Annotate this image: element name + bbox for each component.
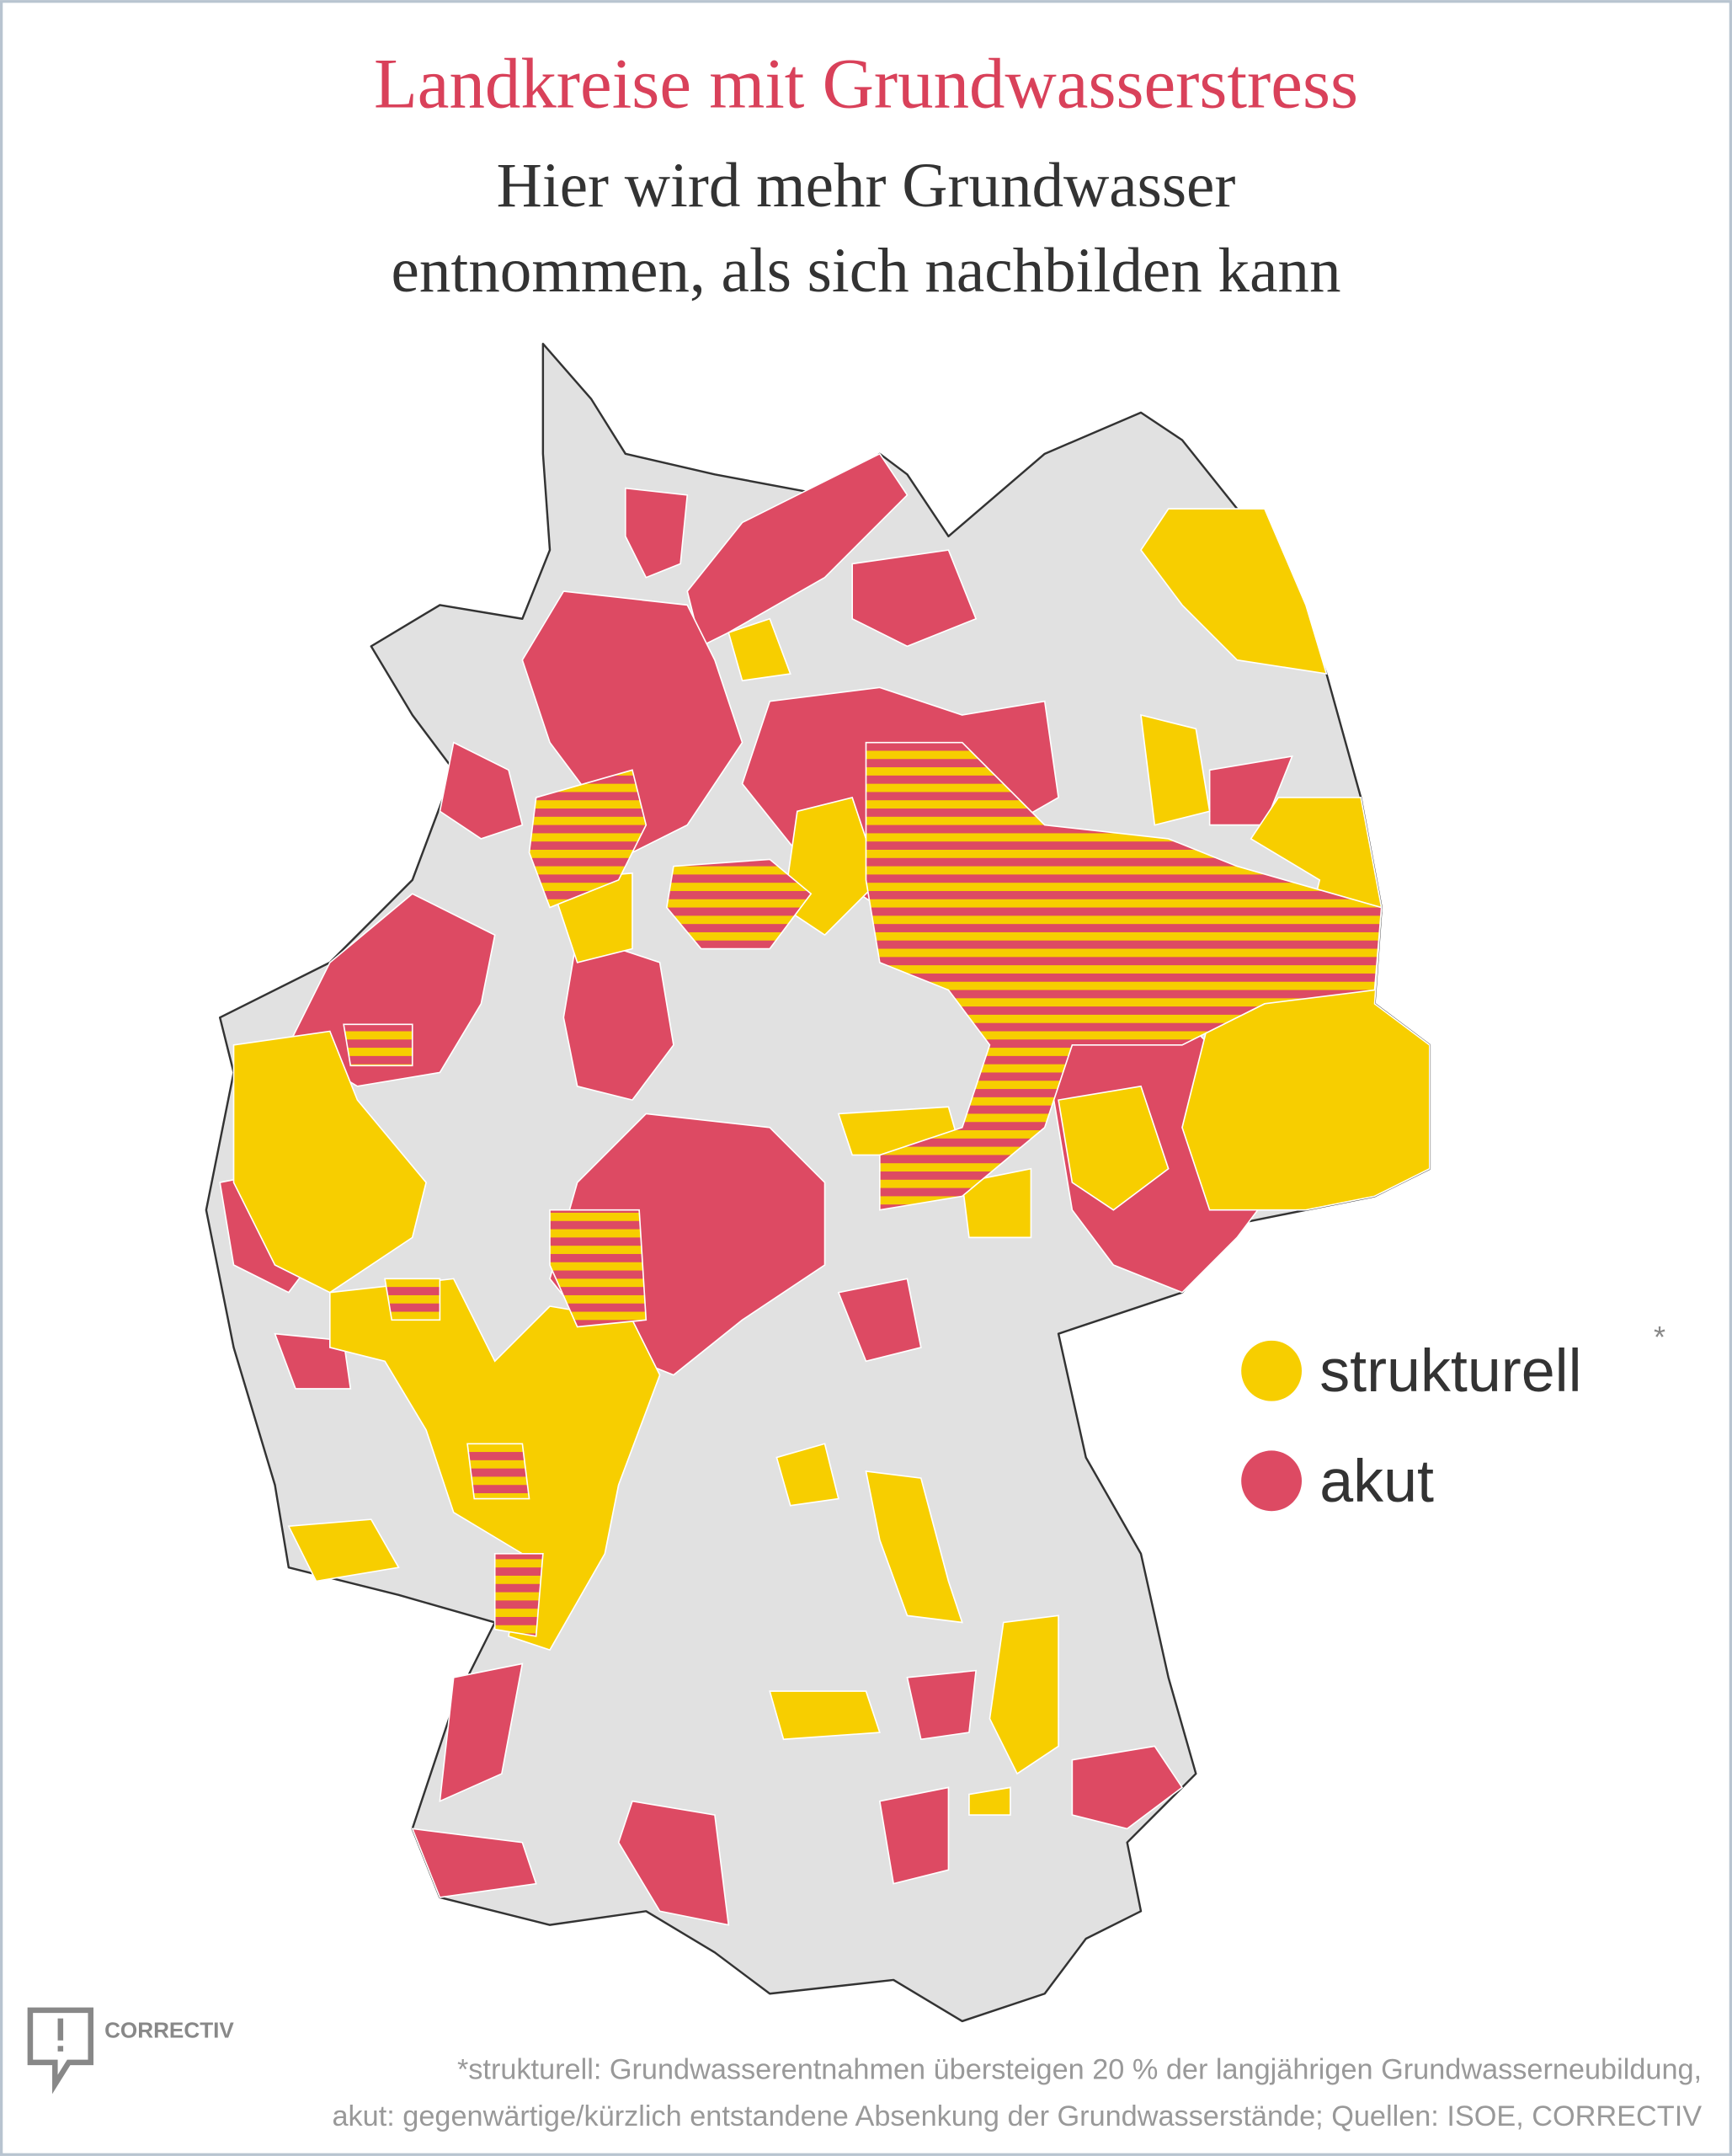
legend-label: strukturell	[1319, 1337, 1581, 1405]
legend-label: akut	[1319, 1448, 1434, 1515]
subtitle: Hier wird mehr Grundwasser	[497, 151, 1236, 221]
region	[617, 1800, 730, 1926]
region	[837, 1278, 922, 1363]
logo-icon	[27, 2007, 94, 2095]
germany-map	[205, 342, 1431, 2023]
region	[384, 1278, 441, 1321]
region	[466, 1443, 530, 1500]
region	[549, 1209, 648, 1328]
legend: strukturell * akut	[1241, 1320, 1665, 1515]
logo-icon	[57, 2018, 64, 2041]
region	[906, 1669, 978, 1741]
footnote: akut: gegenwärtige/kürzlich entstandene …	[332, 2100, 1702, 2132]
region	[624, 487, 689, 579]
region	[1140, 713, 1211, 826]
logo-text: CORRECTIV	[104, 2018, 234, 2043]
region	[528, 769, 648, 909]
footer: CORRECTIV *strukturell: Grundwasserentna…	[27, 2007, 1702, 2132]
region	[439, 741, 524, 840]
region	[989, 1614, 1059, 1775]
region	[287, 1518, 400, 1582]
region	[686, 452, 909, 648]
region	[865, 741, 1383, 1211]
region	[439, 1662, 524, 1803]
region	[769, 1690, 881, 1741]
region	[411, 1828, 537, 1898]
region	[878, 1786, 950, 1885]
region	[232, 1030, 427, 1294]
region	[961, 1167, 1032, 1239]
footnote: *strukturell: Grundwasserentnahmen übers…	[457, 2053, 1702, 2085]
region	[851, 549, 978, 648]
region	[1058, 1085, 1170, 1211]
subtitle: entnommen, als sich nachbilden kann	[392, 236, 1341, 306]
region	[665, 858, 813, 950]
region	[1140, 508, 1328, 675]
region	[562, 934, 674, 1102]
legend-swatch	[1241, 1450, 1303, 1512]
region	[343, 1023, 413, 1067]
mixed-regions	[343, 741, 1383, 1637]
region	[775, 1443, 839, 1507]
legend-swatch	[1241, 1340, 1303, 1401]
logo-icon	[57, 2046, 64, 2052]
region	[493, 1553, 544, 1637]
legend-marker: *	[1654, 1320, 1665, 1354]
region	[521, 590, 743, 854]
region	[727, 617, 791, 682]
title: Landkreise mit Grundwasserstress	[374, 44, 1358, 123]
region	[1071, 1745, 1184, 1830]
region	[968, 1786, 1011, 1816]
region	[865, 1470, 963, 1624]
